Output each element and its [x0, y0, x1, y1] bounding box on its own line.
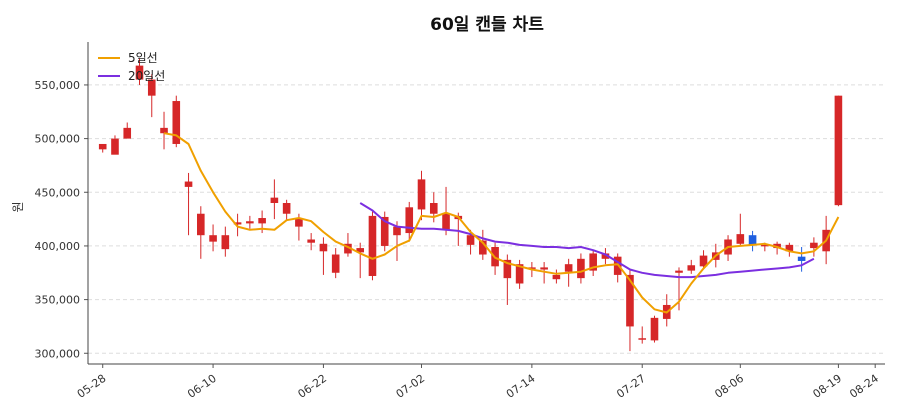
candle-body	[650, 317, 659, 341]
candle-body	[319, 243, 328, 252]
candle-body	[503, 259, 512, 279]
candle-body	[356, 248, 365, 253]
axis-layer: 300,000 350,000 400,000 450,000 500,000 550,0…	[35, 42, 885, 401]
candle-body	[331, 254, 340, 273]
candle-body	[540, 267, 548, 270]
candle-body	[197, 213, 205, 236]
candle-body	[233, 222, 242, 225]
candle-body	[785, 244, 794, 252]
candle-body	[221, 235, 230, 250]
candle-body	[135, 65, 144, 80]
candle-body	[528, 267, 536, 269]
candle-body	[442, 213, 450, 230]
y-tick-label: 300,000	[35, 347, 81, 360]
candle-body	[270, 197, 279, 203]
candle-body	[466, 235, 475, 245]
candle-body	[834, 95, 843, 206]
candle-body	[123, 127, 132, 139]
candle-body	[638, 338, 647, 340]
x-tick-label: 08-06	[712, 372, 746, 401]
candle-body	[736, 234, 745, 244]
candle-body	[564, 264, 573, 272]
candle-body	[98, 143, 107, 150]
y-tick-label: 500,000	[35, 133, 81, 146]
candle-body	[307, 239, 315, 243]
x-tick-label: 08-19	[810, 372, 844, 401]
candle-body	[479, 240, 487, 255]
candle-body	[368, 215, 377, 276]
candle-body	[172, 101, 181, 144]
x-tick-label: 07-14	[504, 372, 538, 401]
candle-layer	[98, 58, 843, 352]
candle-body	[675, 270, 683, 273]
candle-body	[147, 79, 156, 96]
candle-body	[417, 179, 426, 210]
candle-body	[429, 203, 438, 214]
candle-body	[797, 256, 806, 261]
candle-body	[258, 218, 266, 224]
candle-body	[552, 274, 561, 280]
candle-body	[209, 235, 217, 242]
candle-body	[761, 244, 769, 247]
candle-body	[405, 207, 414, 234]
ma5-line	[163, 132, 840, 314]
candle-body	[748, 235, 757, 245]
grid-layer	[88, 84, 885, 354]
x-tick-label: 07-27	[614, 372, 648, 401]
legend: 5일선 20일선	[98, 51, 165, 83]
ma20-line	[359, 202, 815, 279]
x-tick-label: 06-22	[295, 372, 329, 401]
candle-body	[111, 138, 119, 155]
legend-label-ma20: 20일선	[128, 69, 165, 83]
x-tick-label: 06-10	[185, 372, 219, 401]
candle-body	[699, 255, 708, 267]
candle-body	[626, 274, 634, 327]
x-tick-label: 05-28	[75, 372, 109, 401]
candle-body	[773, 243, 781, 249]
candle-body	[393, 226, 401, 236]
candle-body	[160, 127, 168, 134]
y-tick-label: 400,000	[35, 240, 81, 253]
candle-body	[589, 253, 597, 271]
candle-body	[246, 221, 254, 224]
y-tick-label: 350,000	[35, 294, 81, 307]
candle-body	[601, 253, 610, 259]
x-tick-label: 08-24	[847, 372, 881, 401]
candle-body	[380, 216, 389, 246]
candle-body	[282, 203, 291, 214]
candle-body	[810, 242, 818, 249]
legend-label-ma5: 5일선	[128, 51, 158, 65]
x-tick-label: 07-02	[394, 372, 428, 401]
ma-line-layer	[163, 132, 840, 314]
candle-body	[515, 264, 524, 284]
y-tick-label: 550,000	[35, 79, 81, 92]
candle-body	[184, 181, 193, 187]
y-axis-label: 원	[11, 201, 25, 212]
y-tick-label: 450,000	[35, 186, 81, 199]
chart-title: 60일 캔들 차트	[430, 15, 544, 35]
candle-body	[577, 258, 585, 279]
candle-body	[344, 243, 352, 254]
candle-body	[295, 218, 303, 227]
candle-body	[687, 265, 696, 271]
